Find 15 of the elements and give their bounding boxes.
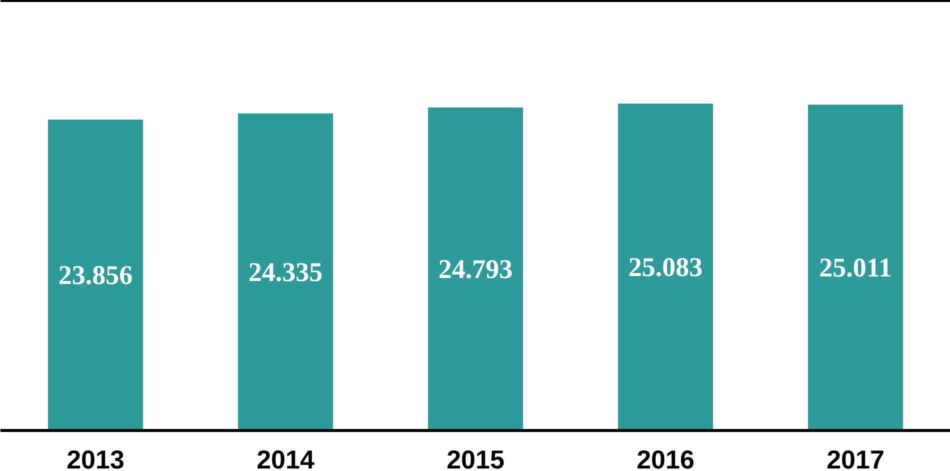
data-label: 25.083 — [628, 252, 703, 282]
x-tick-label: 2013 — [66, 444, 124, 471]
x-tick-label: 2017 — [826, 444, 884, 471]
bar — [48, 120, 143, 430]
x-tick-label: 2014 — [256, 444, 315, 471]
bar — [428, 107, 523, 430]
x-tick-label: 2015 — [446, 444, 504, 471]
bar — [618, 104, 713, 430]
bar — [238, 113, 333, 430]
data-label: 24.793 — [438, 254, 513, 284]
data-label: 24.335 — [248, 256, 323, 287]
bar — [808, 104, 903, 430]
x-tick-label: 2016 — [636, 444, 694, 471]
data-label: 25.011 — [819, 252, 892, 283]
data-label: 23.856 — [58, 260, 133, 290]
